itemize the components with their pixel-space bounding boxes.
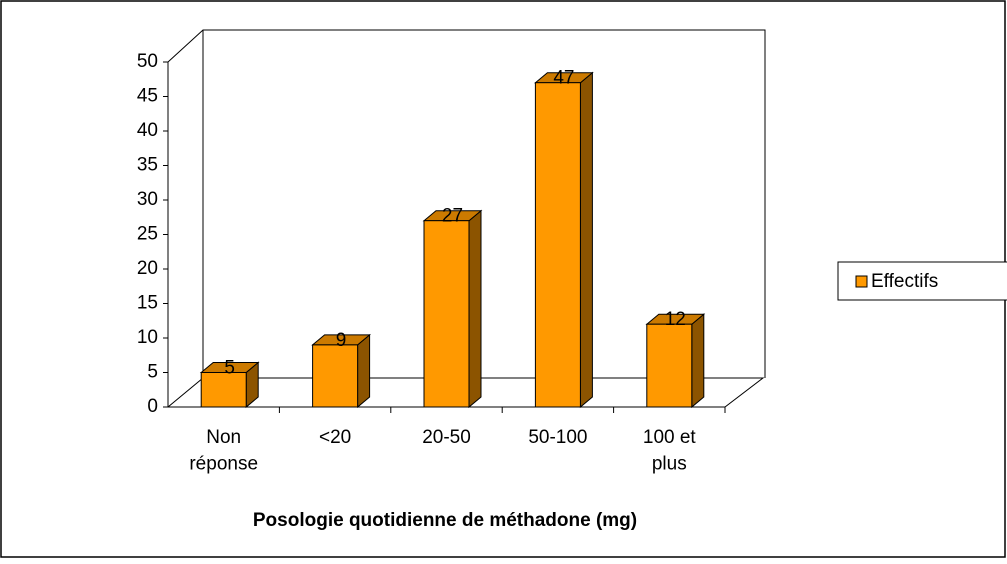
bar-side bbox=[579, 71, 593, 409]
y-tick-label: 10 bbox=[137, 327, 158, 348]
y-tick-label: 25 bbox=[137, 224, 158, 245]
x-tick-label: 20-50 bbox=[422, 427, 471, 448]
y-tick-label: 45 bbox=[137, 86, 158, 107]
bar-side bbox=[691, 313, 705, 409]
bar-side bbox=[357, 333, 371, 409]
y-tick-label: 50 bbox=[137, 51, 158, 72]
value-label: 5 bbox=[224, 358, 235, 379]
y-tick-label: 0 bbox=[147, 396, 158, 417]
y-tick-label: 5 bbox=[147, 362, 158, 383]
bar bbox=[646, 323, 693, 408]
x-axis-title: Posologie quotidienne de méthadone (mg) bbox=[253, 510, 637, 531]
y-tick-label: 35 bbox=[137, 155, 158, 176]
value-label: 47 bbox=[553, 68, 574, 89]
bar-side bbox=[468, 209, 482, 409]
legend-swatch bbox=[855, 275, 868, 288]
value-label: 12 bbox=[665, 309, 686, 330]
x-tick-label: Non réponse bbox=[189, 427, 258, 475]
x-tick-label: 50-100 bbox=[528, 427, 587, 448]
value-label: 9 bbox=[336, 330, 347, 351]
y-tick-label: 15 bbox=[137, 293, 158, 314]
x-tick-label: <20 bbox=[319, 427, 351, 448]
bar bbox=[534, 82, 581, 408]
bar bbox=[423, 220, 470, 408]
y-tick-label: 20 bbox=[137, 258, 158, 279]
value-label: 27 bbox=[442, 206, 463, 227]
y-tick-label: 30 bbox=[137, 189, 158, 210]
bar bbox=[312, 344, 359, 408]
y-tick-label: 40 bbox=[137, 120, 158, 141]
x-tick-label: 100 et plus bbox=[643, 427, 697, 475]
bar bbox=[200, 372, 247, 408]
legend-label: Effectifs bbox=[871, 271, 938, 292]
